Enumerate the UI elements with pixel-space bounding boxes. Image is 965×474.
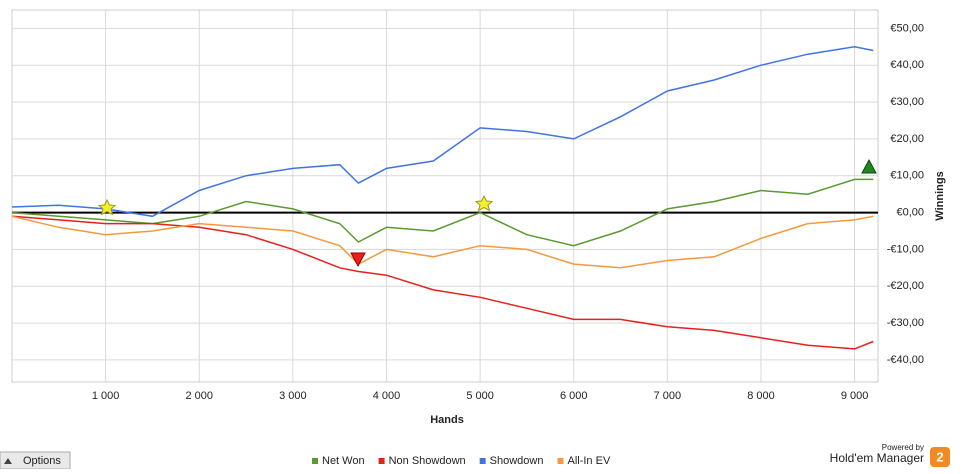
event-markers: [97, 158, 877, 268]
y-tick-label: €30,00: [890, 96, 924, 108]
plot: -€40,00 -€30,00 -€20,00 -€10,00 €0,00 €10,00 €…: [11, 10, 924, 402]
options-button[interactable]: Options: [0, 451, 71, 470]
y-tick-label: €50,00: [890, 22, 924, 34]
plot-frame: [11, 9, 879, 383]
down-marker: [350, 252, 366, 268]
y-tick-label: -€20,00: [887, 280, 924, 292]
y-tick-label: -€10,00: [887, 243, 924, 255]
y-tick-label: -€30,00: [887, 317, 924, 329]
legend-swatch: [557, 458, 564, 464]
x-tick-label: 6 000: [560, 390, 588, 402]
options-label[interactable]: Options: [23, 455, 61, 467]
star-marker: [97, 198, 117, 216]
x-tick-label: 8 000: [747, 390, 775, 402]
legend-label: All-In EV: [567, 455, 610, 467]
x-tick-label: 7 000: [654, 390, 682, 402]
legend-label: Showdown: [490, 455, 544, 467]
up-marker: [861, 158, 877, 174]
legend-label: Net Won: [322, 455, 365, 467]
y-tick-label: €10,00: [890, 170, 924, 182]
powered-by: Powered by: [882, 443, 924, 452]
x-tick-label: 5 000: [466, 390, 494, 402]
legend: Net Won Non Showdown Showdown All-In EV: [312, 455, 611, 467]
brand-logo: [930, 447, 950, 467]
y-tick-label: €40,00: [890, 59, 924, 71]
y-tick-label: -€40,00: [887, 354, 924, 366]
series-line: [11, 215, 874, 269]
x-tick-label: 2 000: [185, 390, 213, 402]
legend-swatch: [479, 458, 486, 464]
y-axis-label: Winnings: [934, 171, 946, 220]
y-tick-label: €20,00: [890, 133, 924, 145]
series-line: [11, 178, 874, 247]
series-line: [11, 215, 874, 350]
y-tick-label: €0,00: [896, 206, 924, 218]
legend-swatch: [312, 458, 318, 464]
x-tick-label: 1 000: [92, 390, 120, 402]
series-line: [11, 46, 874, 218]
x-axis-label: Hands: [430, 414, 464, 426]
x-tick-label: 3 000: [279, 390, 307, 402]
star-marker: [474, 194, 494, 212]
x-tick-label: 4 000: [373, 390, 401, 402]
options-arrow: [4, 458, 12, 464]
brand-logo-text: 2: [936, 449, 943, 464]
brand-name: Hold'em Manager: [830, 451, 924, 465]
x-tick-label: 9 000: [841, 390, 869, 402]
legend-swatch: [378, 458, 385, 464]
legend-label: Non Showdown: [389, 455, 466, 467]
